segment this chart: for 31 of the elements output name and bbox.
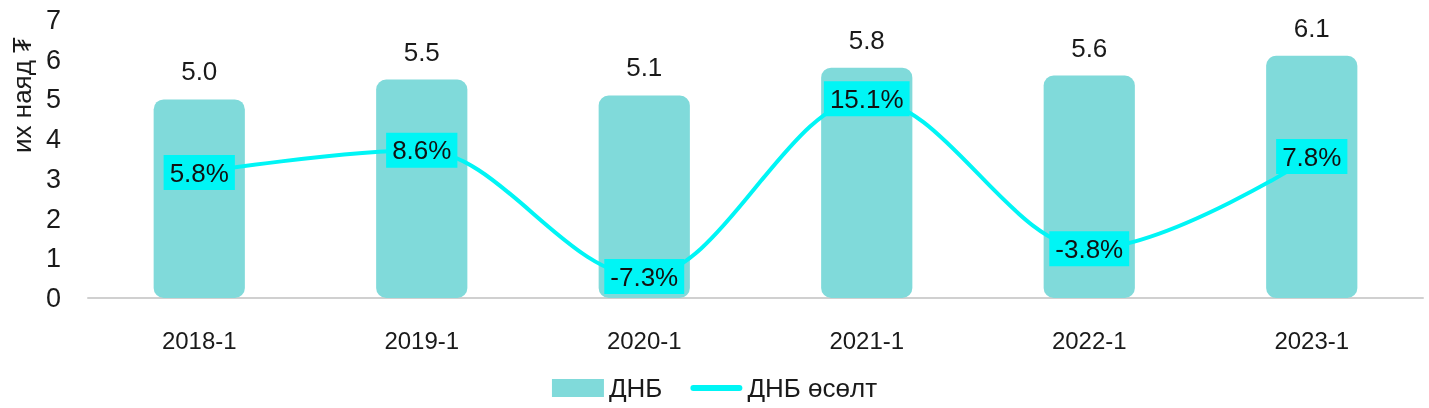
data-label: 5.5 <box>403 36 440 67</box>
y-tick-label: 7 <box>45 5 61 35</box>
y-tick-label: 2 <box>45 203 61 234</box>
x-tick-label: 2018-1 <box>161 326 237 354</box>
data-label: 5.8% <box>169 157 229 188</box>
x-tick-label: 2022-1 <box>1051 326 1127 354</box>
legend-label: ДНБ <box>608 373 663 403</box>
data-label: 15.1% <box>829 83 904 114</box>
y-tick-label: 1 <box>45 243 61 274</box>
x-tick-label: 2019-1 <box>384 326 460 354</box>
x-tick-label: 2021-1 <box>829 326 905 354</box>
data-label: 5.8 <box>848 24 885 55</box>
data-label: 6.1 <box>1293 12 1330 43</box>
data-label: 5.0 <box>181 56 218 87</box>
data-label: 8.6% <box>392 135 452 166</box>
data-label: -7.3% <box>610 261 679 292</box>
x-tick-label: 2020-1 <box>606 326 682 354</box>
data-label: 7.8% <box>1282 141 1342 172</box>
data-label: 5.6 <box>1071 32 1108 63</box>
y-tick-label: 4 <box>45 124 61 155</box>
bar <box>1266 55 1358 298</box>
x-tick-label: 2023-1 <box>1274 326 1350 354</box>
y-tick-label: 3 <box>45 163 61 194</box>
data-label: 5.1 <box>626 52 663 83</box>
bar <box>376 79 468 298</box>
y-tick-label: 0 <box>45 283 61 313</box>
data-label: -3.8% <box>1055 233 1124 264</box>
y-tick-label: 5 <box>45 84 61 115</box>
legend-label: ДНБ өсөлт <box>747 373 878 403</box>
y-tick-label: 6 <box>45 44 61 75</box>
y-axis-title: их наяд ₮ <box>7 36 38 153</box>
